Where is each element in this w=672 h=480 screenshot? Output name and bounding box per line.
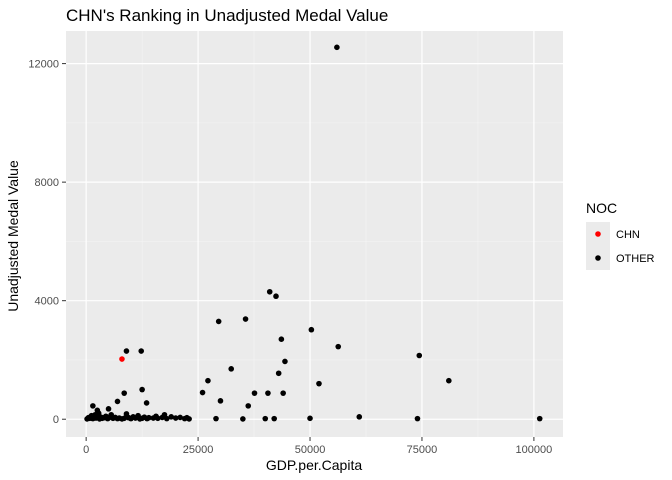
data-point-other: [205, 377, 211, 384]
chart-title: CHN's Ranking in Unadjusted Medal Value: [66, 6, 388, 25]
data-point-other: [123, 348, 130, 354]
data-point-other: [275, 370, 282, 377]
data-point-other: [266, 288, 273, 295]
x-tick-label: 25000: [183, 444, 214, 456]
data-point-other: [121, 415, 128, 422]
data-point-other: [278, 336, 285, 343]
data-point-other: [307, 415, 313, 422]
data-point-other: [316, 380, 322, 387]
data-points: [84, 44, 543, 422]
legend-marker-chn: [595, 231, 601, 237]
data-point-other: [186, 416, 192, 422]
data-point-other: [139, 386, 145, 393]
y-tick-label: 0: [53, 414, 59, 426]
data-point-other: [163, 415, 170, 422]
data-point-other: [138, 348, 145, 354]
data-point-chn: [119, 356, 125, 362]
data-point-other: [251, 390, 258, 396]
legend-title: NOC: [586, 200, 617, 216]
legend-label-other: OTHER: [616, 253, 655, 265]
data-point-other: [146, 414, 152, 421]
data-point-other: [90, 403, 96, 409]
minor-gridlines: [66, 31, 563, 437]
data-point-other: [536, 415, 543, 422]
x-axis-title: GDP.per.Capita: [266, 457, 362, 473]
data-point-other: [273, 293, 279, 300]
data-point-other: [121, 390, 128, 396]
x-tick-label: 75000: [407, 444, 438, 456]
data-point-other: [308, 326, 315, 333]
x-tick-label: 0: [83, 444, 89, 456]
data-point-other: [334, 44, 340, 51]
data-point-other: [114, 398, 121, 405]
data-point-other: [271, 415, 278, 422]
legend: NOC CHN OTHER: [586, 200, 655, 270]
data-point-other: [105, 406, 112, 412]
y-tick-label: 4000: [35, 296, 59, 308]
data-point-other: [177, 414, 183, 421]
data-point-other: [416, 352, 423, 359]
data-point-other: [282, 358, 288, 365]
legend-label-chn: CHN: [616, 229, 640, 241]
data-point-other: [199, 389, 206, 396]
legend-marker-other: [595, 255, 601, 261]
x-tick-label: 50000: [295, 444, 326, 456]
data-point-other: [172, 415, 179, 421]
data-point-other: [94, 407, 101, 414]
data-point-other: [143, 400, 150, 406]
data-point-other: [242, 316, 249, 322]
x-axis-ticks: 0 25000 50000 75000 100000: [83, 437, 552, 456]
data-point-other: [215, 318, 222, 325]
y-tick-label: 12000: [28, 59, 59, 71]
data-point-other: [280, 390, 286, 396]
plot-panel: [66, 31, 563, 437]
major-gridlines: [66, 31, 563, 437]
data-point-other: [356, 414, 363, 420]
y-axis-title: Unadjusted Medal Value: [5, 160, 21, 312]
data-point-other: [446, 377, 452, 384]
data-point-other: [245, 403, 252, 409]
data-point-other: [228, 366, 235, 372]
data-point-other: [154, 415, 161, 422]
x-tick-label: 100000: [516, 444, 553, 456]
legend-entries: CHN OTHER: [586, 222, 655, 270]
y-tick-label: 8000: [35, 177, 59, 189]
data-point-other: [335, 343, 342, 350]
data-point-other: [414, 415, 421, 422]
data-point-other: [240, 416, 246, 422]
data-point-other: [168, 414, 175, 420]
data-point-other: [265, 390, 271, 396]
data-point-other: [217, 398, 224, 404]
y-axis-ticks: 0 4000 8000 12000: [28, 59, 66, 426]
data-point-other: [262, 415, 269, 422]
data-point-other: [213, 415, 219, 422]
